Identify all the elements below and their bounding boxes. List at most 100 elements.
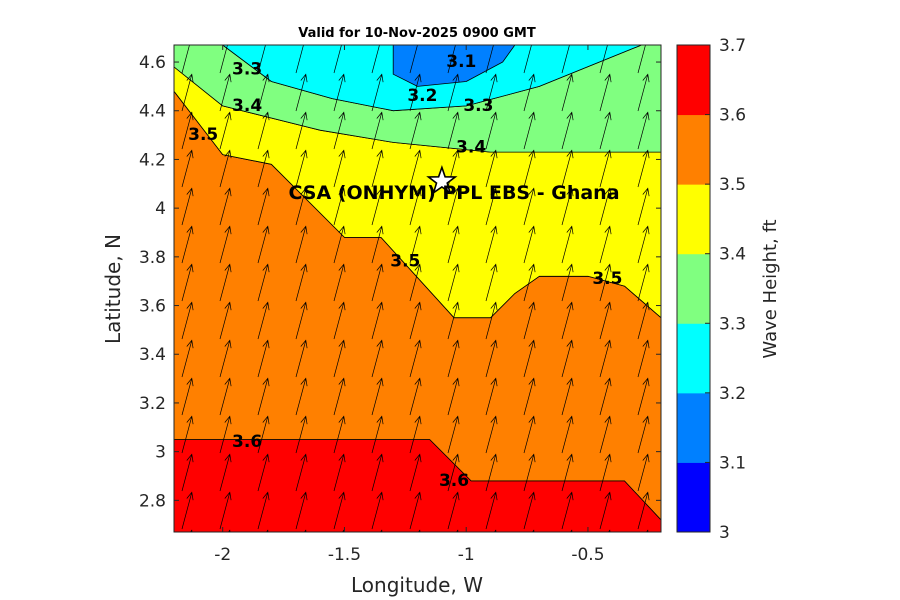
wave-arrow: [144, 264, 155, 301]
wave-arrow: [219, 45, 228, 74]
wave-arrow: [182, 0, 193, 35]
wave-arrow: [447, 111, 460, 150]
colorbar-label: Wave Height, ft: [760, 219, 781, 358]
site-marker-group: CSA (ONHYM) PPL EBS - Ghana: [288, 164, 620, 204]
x-tick-label: -2: [214, 545, 231, 565]
wave-arrow: [485, 263, 498, 302]
site-label: CSA (ONHYM) PPL EBS - Ghana: [288, 182, 619, 204]
colorbar-tick-label: 3.2: [719, 384, 746, 404]
colorbar-segment: [677, 45, 710, 116]
wave-arrow: [144, 188, 155, 225]
wave-arrow: [295, 491, 308, 530]
wave-arrow: [409, 339, 422, 378]
wave-arrow: [371, 263, 384, 302]
colorbar-segment: [677, 323, 710, 394]
wave-arrow: [144, 416, 155, 453]
y-tick-label: 3: [155, 443, 166, 463]
wave-arrow: [371, 491, 384, 530]
wave-arrow: [181, 491, 194, 530]
wave-arrow: [333, 149, 346, 188]
y-axis-label: Latitude, N: [101, 234, 125, 344]
colorbar-tick-label: 3.4: [719, 245, 746, 265]
wave-arrow: [295, 45, 304, 74]
wave-arrow: [144, 454, 155, 491]
wave-arrow: [409, 377, 422, 416]
wave-arrow: [258, 0, 269, 35]
wave-arrow: [447, 45, 456, 74]
chart-title: Valid for 10-Nov-2025 0900 GMT: [298, 26, 536, 41]
colorbar-tick-label: 3.7: [719, 36, 746, 56]
wave-arrow: [409, 453, 422, 492]
wave-arrow: [144, 530, 155, 567]
wave-arrow: [637, 187, 650, 226]
wave-arrow: [295, 111, 308, 150]
wave-arrow: [371, 377, 384, 416]
wave-arrow: [371, 149, 384, 188]
wave-arrow: [485, 301, 498, 340]
wave-arrow: [189, 529, 193, 532]
wave-arrow: [220, 0, 231, 35]
wave-arrow: [371, 45, 380, 74]
wave-arrow: [485, 73, 498, 112]
wave-arrow: [295, 339, 308, 378]
wave-arrow: [485, 415, 498, 454]
wave-arrow: [599, 225, 612, 264]
wave-direction-arrows: [144, 0, 687, 567]
wave-arrow: [295, 263, 308, 302]
wave-arrow: [333, 491, 346, 530]
wave-arrow: [257, 263, 270, 302]
plot-frame: [173, 44, 662, 533]
wave-arrow: [485, 111, 498, 150]
wave-arrow: [637, 491, 650, 530]
contour-label: 3.5: [390, 252, 420, 272]
wave-arrow: [599, 263, 612, 302]
wave-arrow: [485, 453, 498, 492]
y-tick-label: 3.4: [139, 345, 166, 365]
plot-area: [144, 0, 687, 567]
contour-label: 3.6: [439, 471, 469, 491]
wave-arrow: [409, 301, 422, 340]
wave-arrow: [447, 73, 460, 112]
wave-arrow: [599, 73, 612, 112]
wave-arrow: [219, 453, 232, 492]
wave-arrow: [561, 225, 574, 264]
wave-arrow: [333, 45, 342, 74]
contour-label: 3.1: [446, 52, 476, 72]
wave-arrow: [257, 149, 270, 188]
wave-arrow: [447, 187, 460, 226]
wave-arrow: [257, 73, 270, 112]
wave-arrow: [295, 187, 308, 226]
colorbar-segment: [677, 392, 710, 463]
wave-arrow: [409, 149, 422, 188]
wave-arrow: [676, 0, 687, 35]
wave-arrow: [371, 453, 384, 492]
x-tick-label: -1: [458, 545, 475, 565]
wave-arrow: [637, 73, 650, 112]
wave-arrow: [485, 339, 498, 378]
wave-arrow: [485, 225, 498, 264]
colorbar-segment: [677, 114, 710, 185]
y-tick-label: 4.4: [139, 102, 166, 122]
wave-arrow: [341, 529, 345, 532]
wave-arrow: [676, 530, 687, 567]
wave-arrow: [447, 415, 460, 454]
wave-arrow: [219, 187, 232, 226]
wave-arrow: [219, 225, 232, 264]
wave-arrow: [257, 415, 270, 454]
contour-label: 3.4: [456, 137, 486, 157]
wave-arrow: [485, 187, 498, 226]
wave-arrow: [333, 453, 346, 492]
wave-arrow: [447, 263, 460, 302]
wave-arrow: [455, 529, 459, 532]
wave-arrow: [447, 453, 460, 492]
wave-arrow: [561, 187, 574, 226]
wave-arrow: [409, 415, 422, 454]
y-tick-label: 4.6: [139, 53, 166, 73]
wave-arrow: [371, 111, 384, 150]
wave-arrow: [561, 73, 574, 112]
wave-arrow: [523, 301, 536, 340]
wave-arrow: [561, 301, 574, 340]
wave-arrow: [409, 263, 422, 302]
wave-arrow: [295, 225, 308, 264]
wave-arrow: [561, 149, 574, 188]
